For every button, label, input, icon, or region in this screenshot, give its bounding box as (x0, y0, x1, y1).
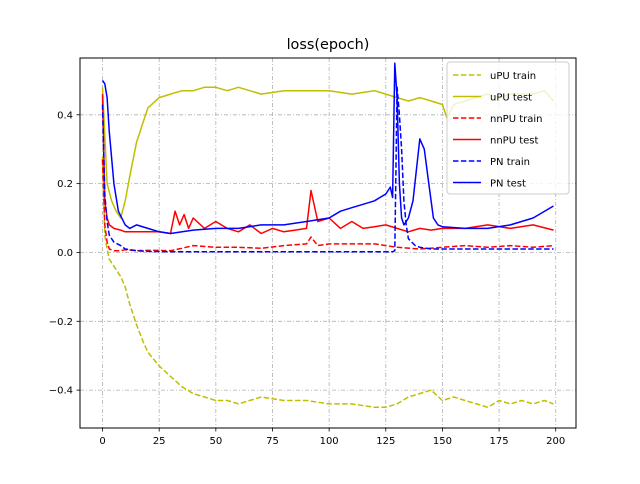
series-line-nnpu-train (101, 159, 554, 252)
x-tick-label: 150 (433, 436, 452, 447)
series-line-upu-train (101, 156, 554, 409)
legend-label-upu-test: uPU test (490, 93, 532, 104)
y-tick-label: −0.4 (49, 386, 73, 397)
plot-frame (79, 57, 577, 429)
series-group (101, 62, 555, 409)
x-tick-label: 200 (546, 436, 565, 447)
legend-label-nnpu-train: nnPU train (490, 114, 542, 125)
y-axis: −0.4 −0.2 0.0 0.2 0.4 (49, 110, 80, 397)
series-line-nnpu-test (101, 94, 554, 235)
x-tick-label: 175 (490, 436, 509, 447)
legend: uPU train uPU test nnPU train nnPU test PN t… (446, 61, 570, 195)
x-tick-label: 25 (153, 436, 166, 447)
legend-label-upu-train: uPU train (490, 71, 536, 82)
chart-title: loss(epoch) (287, 37, 370, 53)
x-axis: 0 25 50 75 100 125 150 175 200 (99, 428, 565, 447)
legend-label-pn-train: PN train (490, 157, 530, 168)
y-tick-label: −0.2 (49, 317, 73, 328)
y-tick-label: 0.0 (57, 248, 73, 259)
series-line-pn-train (101, 86, 554, 253)
x-tick-label: 75 (266, 436, 279, 447)
series-line-pn-test (101, 62, 554, 235)
y-tick-label: 0.2 (57, 179, 73, 190)
x-tick-label: 125 (376, 436, 395, 447)
y-tick-label: 0.4 (57, 110, 73, 121)
x-tick-label: 100 (320, 436, 339, 447)
legend-label-nnpu-test: nnPU test (490, 136, 538, 147)
grid (80, 58, 576, 428)
x-tick-label: 0 (99, 436, 105, 447)
x-tick-label: 50 (209, 436, 222, 447)
legend-label-pn-test: PN test (490, 179, 526, 190)
